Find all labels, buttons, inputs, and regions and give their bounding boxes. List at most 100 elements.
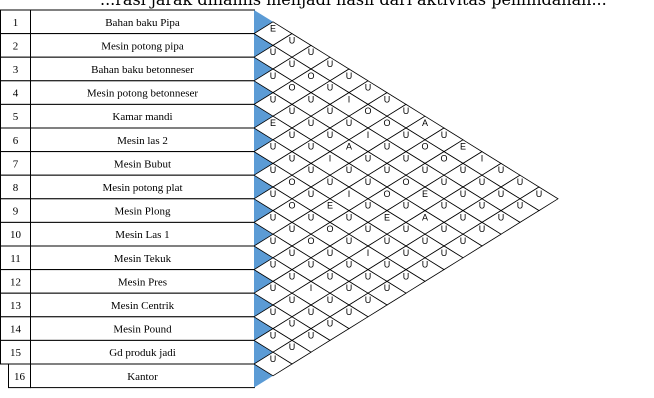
relationship-code: U [289, 130, 296, 140]
relationship-code: U [346, 307, 353, 317]
relationship-code: U [289, 342, 296, 352]
department-row: 9 Mesin Plong [0, 198, 255, 223]
relationship-code: U [460, 165, 467, 175]
relationship-code: I [348, 94, 351, 104]
relationship-code: E [270, 24, 276, 34]
relationship-code: U [289, 295, 296, 305]
relationship-code: U [517, 201, 524, 211]
department-row: 13 Mesin Centrik [0, 292, 255, 318]
relationship-code: U [270, 47, 277, 57]
relationship-code: U [441, 224, 448, 234]
relationship-code: U [498, 212, 505, 222]
department-row: 3 Bahan baku betonneser [0, 56, 255, 82]
relationship-code: U [270, 71, 277, 81]
relationship-code: A [422, 212, 428, 222]
row-pointer [254, 222, 273, 246]
relationship-code: U [327, 106, 334, 116]
department-number: 10 [10, 229, 22, 241]
department-number: 5 [13, 111, 19, 123]
relationship-code: O [383, 189, 390, 199]
department-row: 12 Mesin Pres [0, 269, 255, 294]
row-pointer [254, 57, 273, 81]
department-row: 6 Mesin las 2 [0, 127, 255, 153]
relationship-code: U [270, 212, 277, 222]
relationship-code: U [270, 142, 277, 152]
row-pointer [254, 340, 273, 364]
relationship-code: U [270, 94, 277, 104]
relationship-code: O [288, 201, 295, 211]
department-number: 4 [13, 88, 19, 100]
department-row: 15 Gd produk jadi [0, 339, 255, 365]
department-name: Kamar mandi [112, 111, 172, 123]
relationship-code: U [460, 212, 467, 222]
relationship-code: U [403, 224, 410, 234]
department-name: Bahan baku Pipa [105, 17, 180, 29]
department-name: Bahan baku betonneser [91, 64, 194, 76]
relationship-code: U [327, 83, 334, 93]
department-number: 12 [10, 276, 21, 288]
relationship-code: U [289, 106, 296, 116]
relationship-code: U [270, 189, 277, 199]
department-row: 1 Bahan baku Pipa [0, 9, 255, 35]
department-name: Mesin las 2 [117, 135, 168, 147]
relationship-code: U [384, 283, 391, 293]
relationship-code: I [367, 130, 370, 140]
relationship-code: U [270, 236, 277, 246]
department-name: Mesin Las 1 [115, 229, 169, 241]
relationship-code: U [308, 165, 315, 175]
relationship-code: U [536, 189, 543, 199]
relationship-code: U [327, 319, 334, 329]
relationship-code: U [289, 35, 296, 45]
department-name: Mesin potong pipa [101, 40, 184, 52]
department-name: Gd produk jadi [109, 347, 176, 359]
relationship-code: I [348, 189, 351, 199]
relationship-code: U [365, 153, 372, 163]
department-name: Mesin Pound [113, 324, 172, 336]
department-row: 10 Mesin Las 1 [0, 221, 255, 247]
relationship-code: I [367, 248, 370, 258]
department-number: 11 [10, 253, 21, 265]
relationship-code: U [517, 177, 524, 187]
row-pointer [254, 293, 273, 317]
relationship-code: U [308, 212, 315, 222]
relationship-code: U [289, 271, 296, 281]
relationship-code: U [403, 271, 410, 281]
row-pointer [254, 246, 273, 270]
relationship-code: O [288, 83, 295, 93]
relationship-code: U [365, 224, 372, 234]
department-row: 2 Mesin potong pipa [0, 33, 255, 58]
relationship-code: U [289, 319, 296, 329]
relationship-code: U [460, 236, 467, 246]
relationship-cell: U [253, 351, 293, 377]
department-row: 4 Mesin potong betonneser [0, 80, 255, 105]
relationship-code: U [327, 130, 334, 140]
relationship-code: O [383, 118, 390, 128]
relationship-code: U [422, 165, 429, 175]
relationship-code: U [365, 271, 372, 281]
relationship-code: A [422, 118, 428, 128]
relationship-code: U [308, 330, 315, 340]
relationship-code: U [327, 177, 334, 187]
relationship-code: U [346, 283, 353, 293]
department-row: 7 Mesin Bubut [0, 151, 255, 176]
relationship-code: U [270, 307, 277, 317]
relationship-code: U [441, 201, 448, 211]
relationship-code: U [308, 118, 315, 128]
department-number: 13 [10, 300, 22, 312]
relationship-code: U [346, 118, 353, 128]
relationship-code: E [327, 201, 333, 211]
relationship-code: U [270, 165, 277, 175]
relationship-code: U [479, 201, 486, 211]
department-name: Mesin Bubut [114, 158, 171, 170]
relationship-code: O [288, 177, 295, 187]
row-pointer [254, 364, 273, 388]
row-pointer [254, 80, 273, 105]
relationship-code: U [441, 177, 448, 187]
relationship-code: U [384, 165, 391, 175]
relationship-code: U [289, 248, 296, 258]
department-name: Mesin potong betonneser [87, 88, 199, 100]
department-row: 5 Kamar mandi [0, 103, 255, 129]
relationship-code: U [270, 283, 277, 293]
department-name: Mesin potong plat [102, 182, 182, 194]
relationship-code: U [270, 260, 277, 270]
